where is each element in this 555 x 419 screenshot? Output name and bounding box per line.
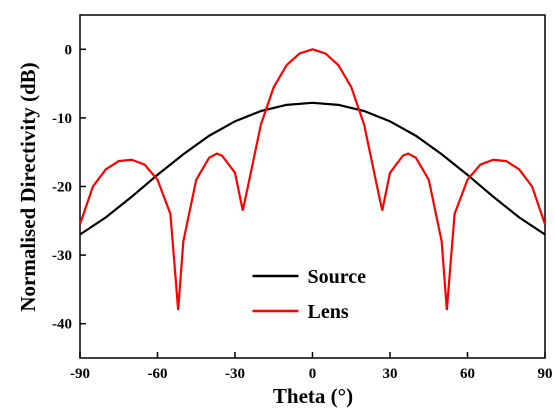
y-tick-label: -10: [52, 111, 72, 127]
series-line: [79, 101, 546, 236]
y-tick-label: -30: [52, 248, 72, 264]
x-tick-label: 60: [460, 366, 475, 382]
legend-label: Source: [308, 266, 367, 288]
x-tick-label: 30: [383, 366, 398, 382]
x-tick-label: 90: [538, 366, 553, 382]
x-tick-label: 0: [309, 366, 317, 382]
x-tick-label: -90: [70, 366, 90, 382]
y-tick-label: -40: [52, 317, 72, 333]
legend-label: Lens: [308, 301, 349, 323]
y-tick-label: -20: [52, 180, 72, 196]
x-axis-label: Theta (°): [273, 384, 353, 408]
y-tick-label: 0: [65, 42, 73, 58]
x-tick-label: -30: [225, 366, 245, 382]
y-axis-label: Normalised Directivity (dB): [16, 62, 40, 311]
series-line: [78, 48, 547, 311]
x-tick-label: -60: [148, 366, 168, 382]
